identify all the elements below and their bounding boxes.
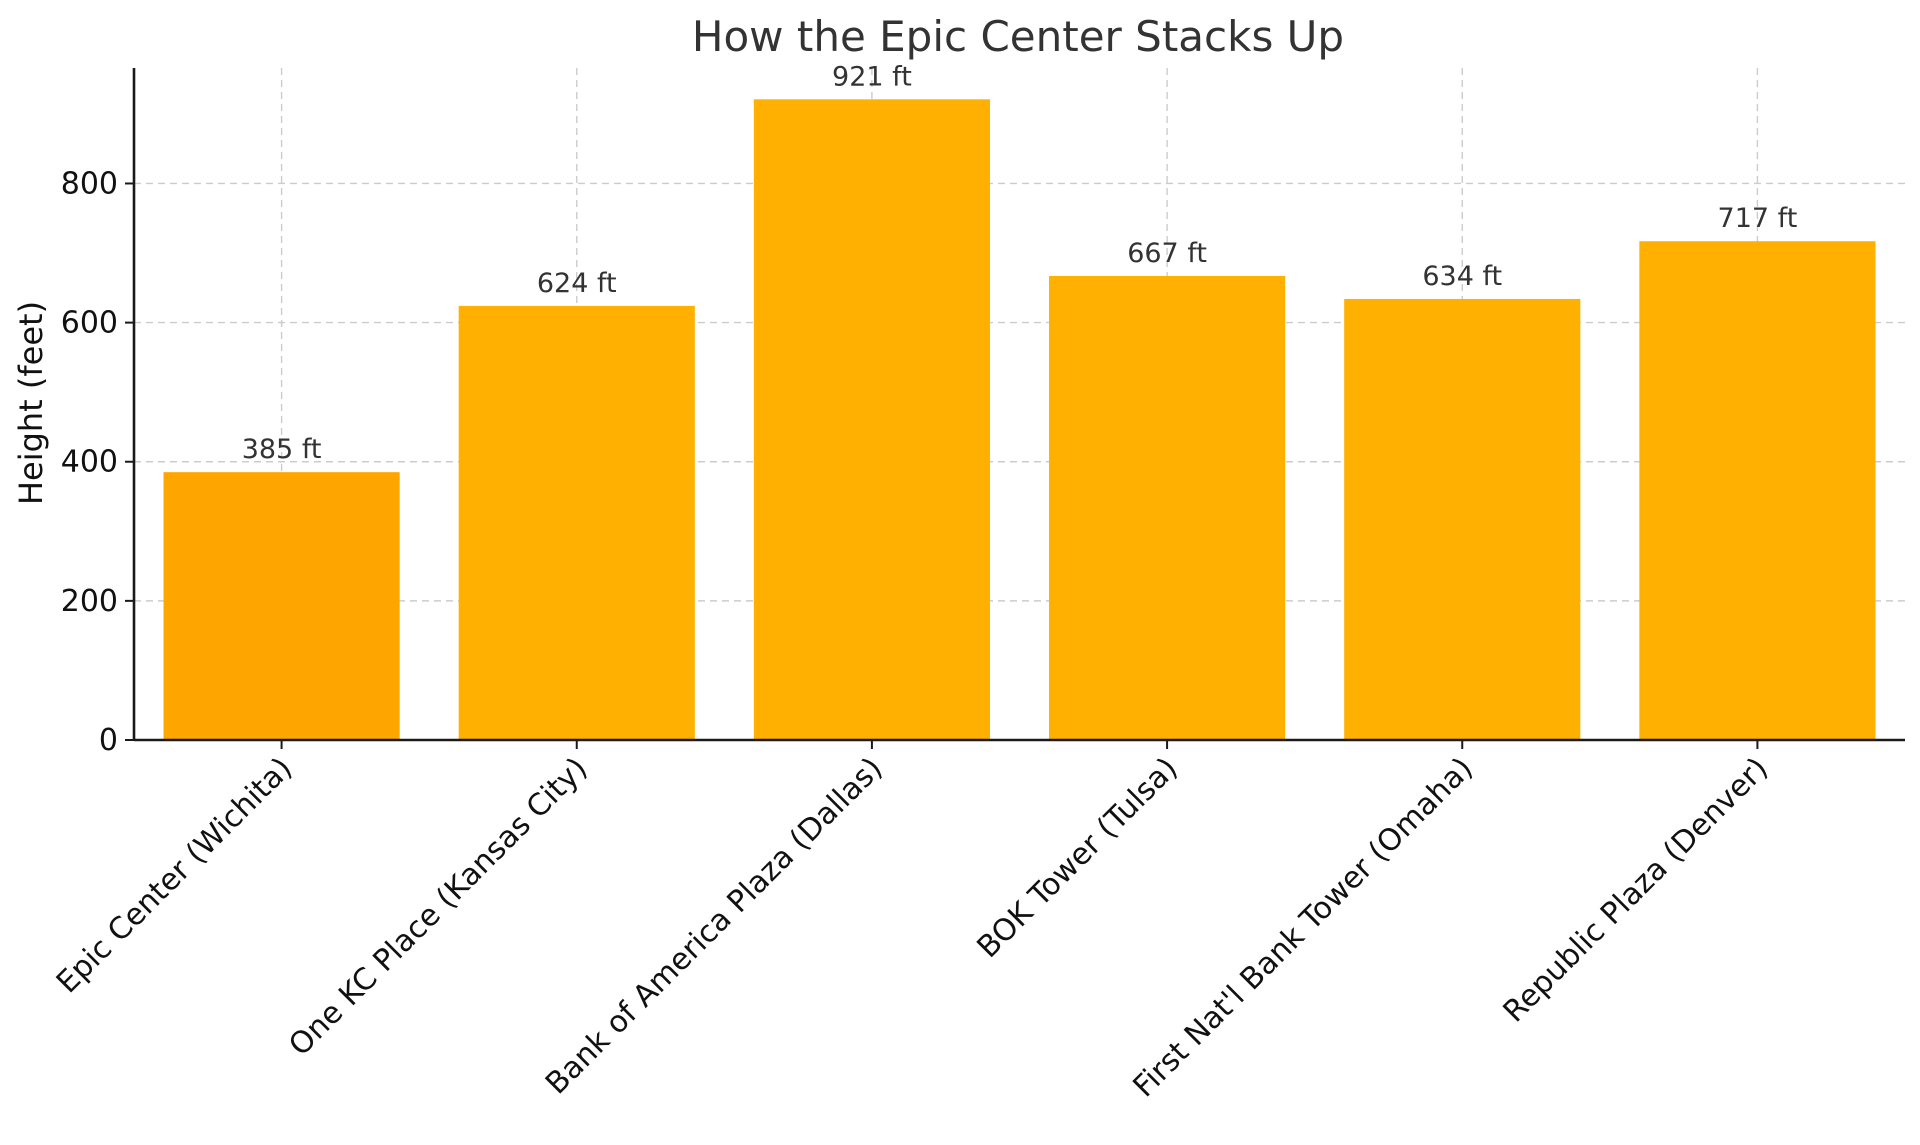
bar — [1049, 276, 1286, 740]
x-tick-label: One KC Place (Kansas City) — [282, 751, 594, 1063]
bars — [163, 99, 1876, 741]
chart-title: How the Epic Center Stacks Up — [692, 12, 1344, 61]
x-tick-label: First Nat'l Bank Tower (Omaha) — [1127, 751, 1480, 1104]
data-labels: 385 ft 624 ft 921 ft 667 ft 634 ft 717 ft — [242, 61, 1798, 465]
bar-value-label: 634 ft — [1422, 261, 1502, 292]
x-tick-label: Epic Center (Wichita) — [50, 751, 299, 1000]
axes — [132, 68, 1905, 742]
bar — [458, 305, 695, 740]
bar — [753, 99, 990, 741]
bar-value-label: 921 ft — [832, 61, 912, 92]
y-tick-label: 800 — [61, 166, 118, 201]
bar-value-label: 717 ft — [1718, 203, 1798, 234]
bar — [163, 472, 400, 740]
bar — [1639, 241, 1876, 740]
y-axis-label: Height (feet) — [12, 301, 50, 505]
x-tick-label: BOK Tower (Tulsa) — [971, 751, 1185, 965]
x-tick-label: Bank of America Plaza (Dallas) — [539, 751, 890, 1102]
y-axis-ticks: 0 200 400 600 800 — [61, 166, 134, 758]
bar — [1344, 298, 1581, 740]
y-tick-label: 400 — [61, 445, 118, 480]
bar-value-label: 624 ft — [537, 268, 617, 299]
y-tick-label: 0 — [99, 723, 118, 758]
x-tick-label: Republic Plaza (Denver) — [1497, 751, 1775, 1029]
y-tick-label: 600 — [61, 306, 118, 341]
x-axis-ticks: Epic Center (Wichita)One KC Place (Kansa… — [50, 740, 1775, 1104]
bar-value-label: 667 ft — [1127, 238, 1207, 269]
y-tick-label: 200 — [61, 584, 118, 619]
bar-value-label: 385 ft — [242, 434, 322, 465]
